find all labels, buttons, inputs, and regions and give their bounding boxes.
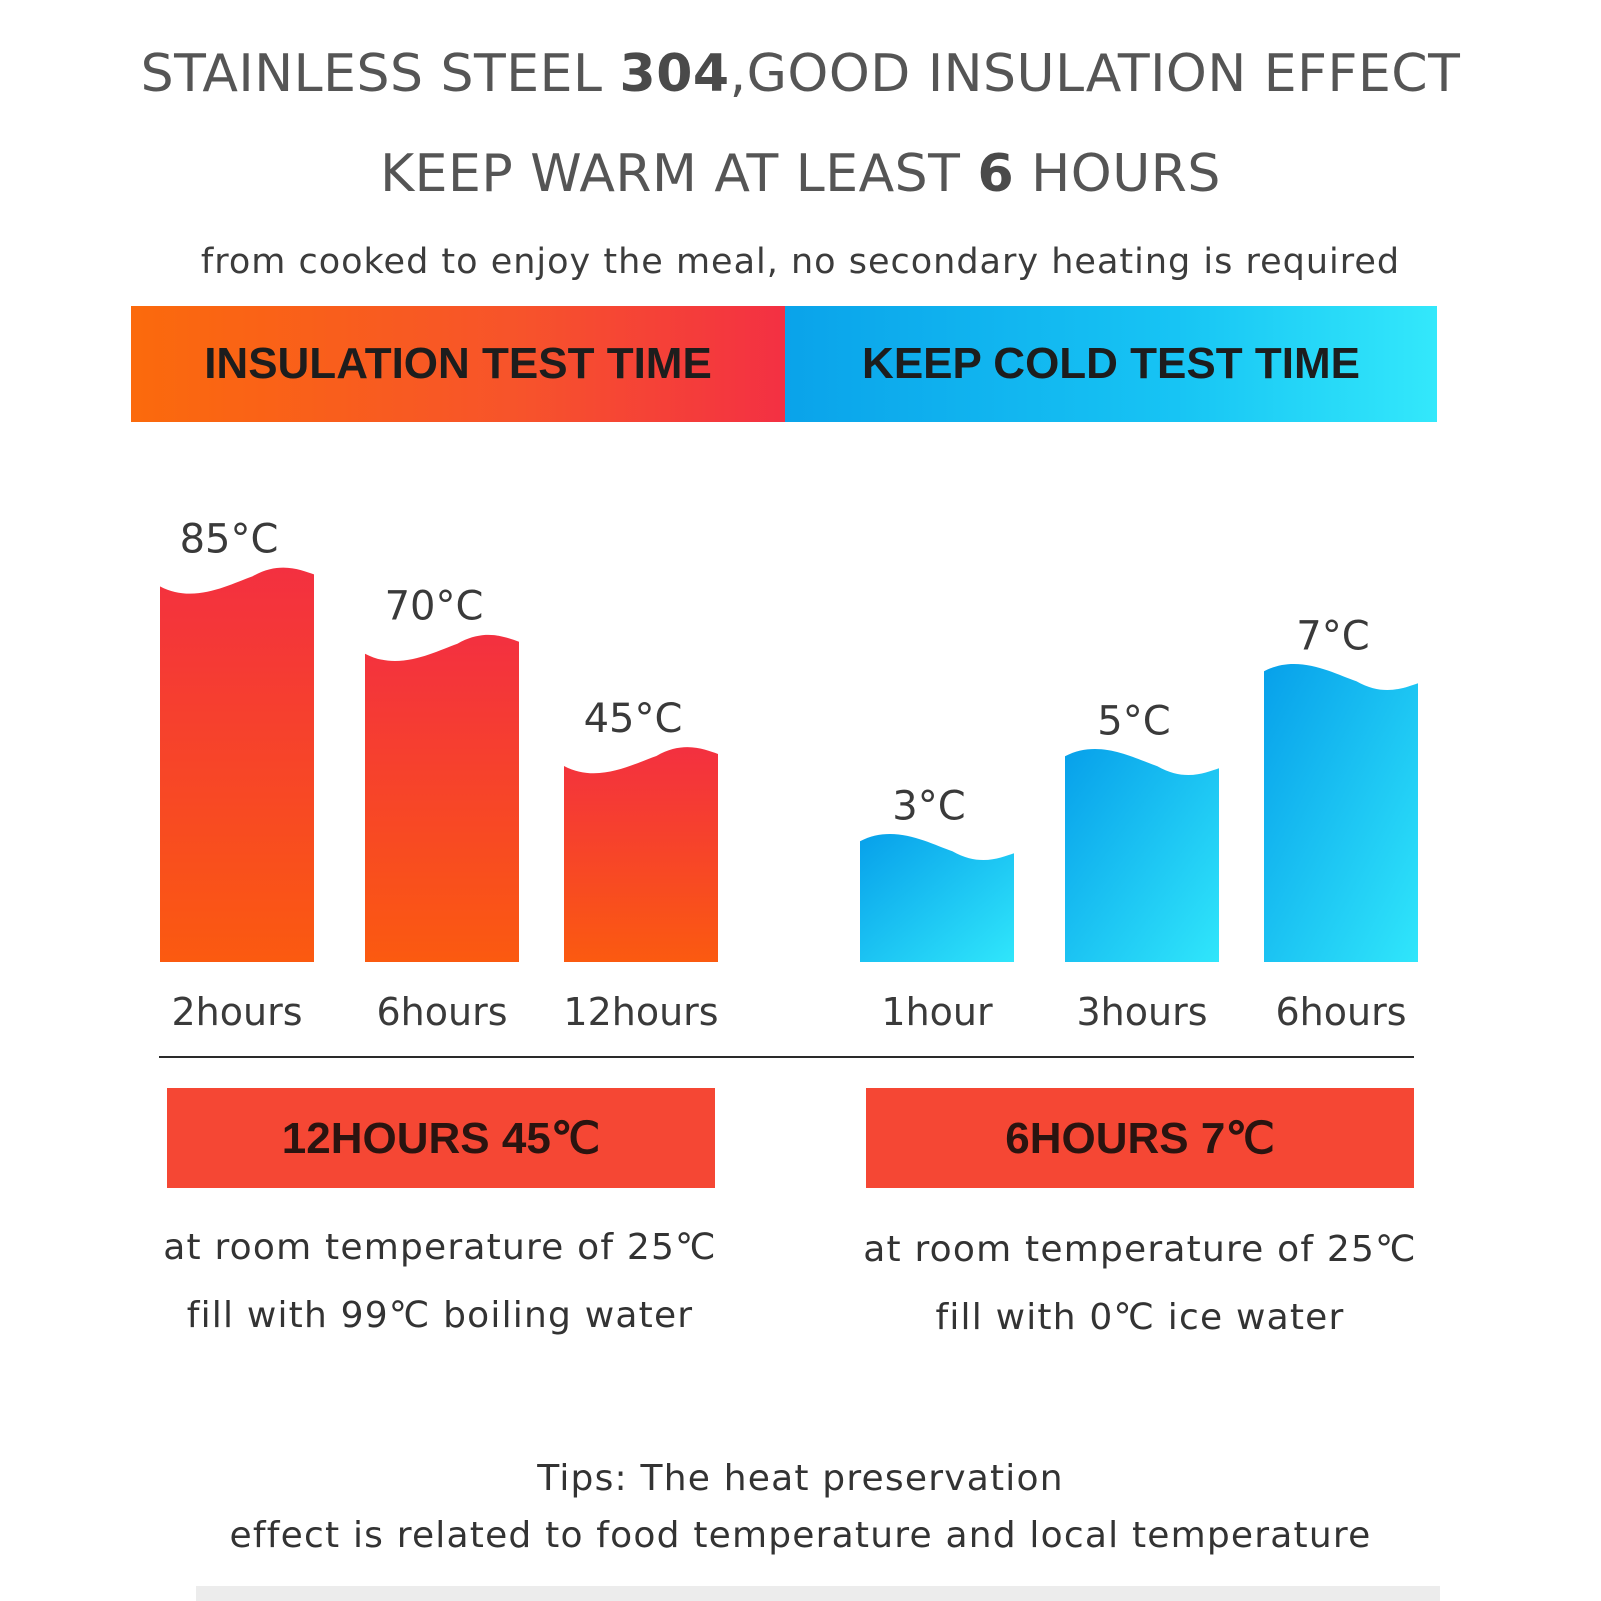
headline-material: STAINLESS STEEL 304,GOOD INSULATION EFFE… xyxy=(140,44,1461,104)
tips-line-1: Tips: The heat preservation xyxy=(537,1458,1064,1499)
headline-keep-warm: KEEP WARM AT LEAST 6 HOURS xyxy=(380,144,1221,204)
cold-result-badge: 6HOURS 7℃ xyxy=(866,1088,1414,1188)
cold-bar-1 xyxy=(860,833,1014,962)
tips-line-2: effect is related to food temperature an… xyxy=(229,1515,1372,1556)
cold-bar-2 xyxy=(1065,748,1219,962)
insulation-category-label-1: 2hours xyxy=(171,990,302,1034)
tips: Tips: The heat preservation effect is re… xyxy=(0,1450,1601,1564)
headline-material-number: 304 xyxy=(619,44,730,104)
insulation-room-temp: at room temperature of 25℃ xyxy=(163,1227,717,1268)
insulation-bar-2 xyxy=(365,634,519,962)
cold-room-temp: at room temperature of 25℃ xyxy=(863,1229,1417,1270)
insulation-category-label-3: 12hours xyxy=(563,990,718,1034)
cold-bar-3 xyxy=(1264,663,1418,962)
cold-category-label-2: 3hours xyxy=(1076,990,1207,1034)
insulation-result-badge: 12HOURS 45℃ xyxy=(167,1088,715,1188)
footer-divider xyxy=(196,1586,1440,1601)
subtitle: from cooked to enjoy the meal, no second… xyxy=(200,242,1401,282)
insulation-fill-water: fill with 99℃ boiling water xyxy=(186,1295,694,1336)
cold-value-label-3: 7°C xyxy=(1296,613,1369,659)
cold-test-banner: KEEP COLD TEST TIME xyxy=(785,306,1437,422)
insulation-value-label-2: 70°C xyxy=(385,584,484,630)
cold-value-label-1: 3°C xyxy=(892,783,965,829)
insulation-test-conditions: at room temperature of 25℃ fill with 99℃… xyxy=(90,1214,790,1350)
cold-fill-water: fill with 0℃ ice water xyxy=(935,1297,1345,1338)
insulation-category-label-2: 6hours xyxy=(376,990,507,1034)
cold-test-conditions: at room temperature of 25℃ fill with 0℃ … xyxy=(790,1216,1490,1352)
headline-hours-number: 6 xyxy=(977,144,1015,204)
cold-value-label-2: 5°C xyxy=(1097,698,1170,744)
insulation-value-label-3: 45°C xyxy=(584,696,683,742)
insulation-test-banner: INSULATION TEST TIME xyxy=(131,306,785,422)
insulation-bar-1 xyxy=(160,567,314,962)
insulation-value-label-1: 85°C xyxy=(180,516,279,562)
insulation-bar-3 xyxy=(564,747,718,962)
cold-category-label-3: 6hours xyxy=(1275,990,1406,1034)
cold-category-label-1: 1hour xyxy=(881,990,993,1034)
